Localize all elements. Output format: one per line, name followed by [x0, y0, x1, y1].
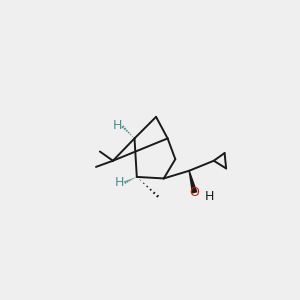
- Text: H: H: [115, 176, 124, 189]
- Text: H: H: [113, 119, 122, 132]
- Polygon shape: [189, 171, 197, 193]
- Text: H: H: [205, 190, 214, 203]
- Text: O: O: [189, 186, 199, 199]
